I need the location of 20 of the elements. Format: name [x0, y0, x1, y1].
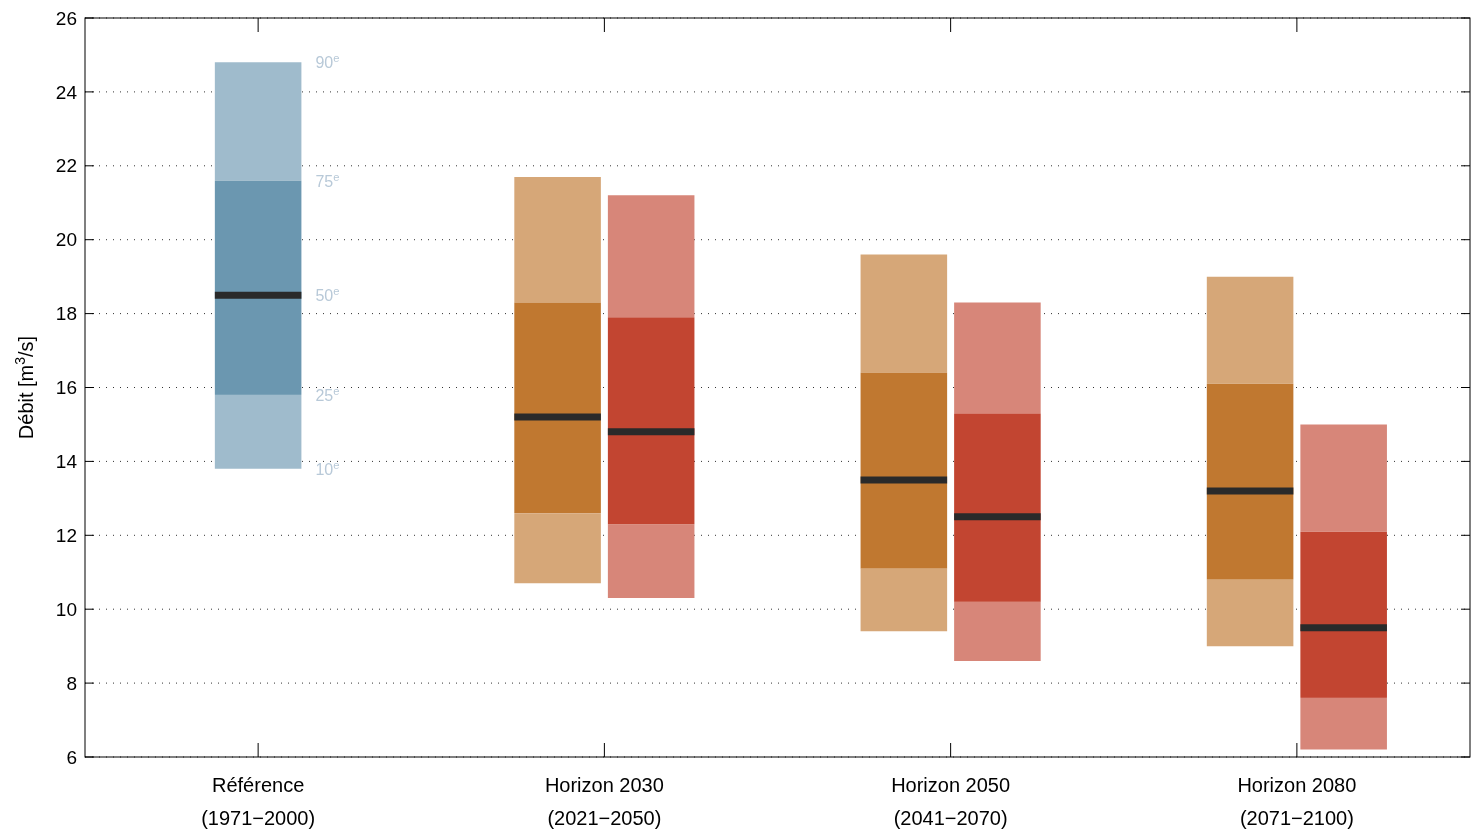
y-tick-label: 8 [66, 672, 77, 694]
y-tick-label: 18 [55, 303, 77, 325]
annotation: 90$^{e}$ [315, 52, 340, 72]
y-tick-label: 26 [55, 7, 77, 29]
x-tick-label: Référence (1971−2000) [201, 774, 316, 829]
x-tick-label: Horizon 2080 (2071−2100) [1237, 774, 1357, 829]
y-tick-label: 6 [66, 746, 77, 768]
x-tick-label: Horizon 2050 (2041−2070) [891, 774, 1011, 829]
annotation: 25$^{e}$ [315, 384, 340, 404]
y-tick-label: 20 [55, 229, 77, 251]
y-tick-label: 24 [55, 81, 78, 103]
annotation: 50$^{e}$ [315, 285, 340, 305]
annotation: 10$^{e}$ [315, 458, 340, 478]
y-tick-label: 22 [55, 155, 77, 177]
x-tick-label: Horizon 2030 (2021−2050) [544, 774, 664, 829]
annotation: 75$^{e}$ [315, 170, 340, 190]
y-tick-label: 16 [55, 377, 77, 399]
y-tick-label: 14 [55, 451, 78, 473]
y-tick-label: 12 [55, 524, 77, 546]
y-tick-label: 10 [55, 598, 77, 620]
